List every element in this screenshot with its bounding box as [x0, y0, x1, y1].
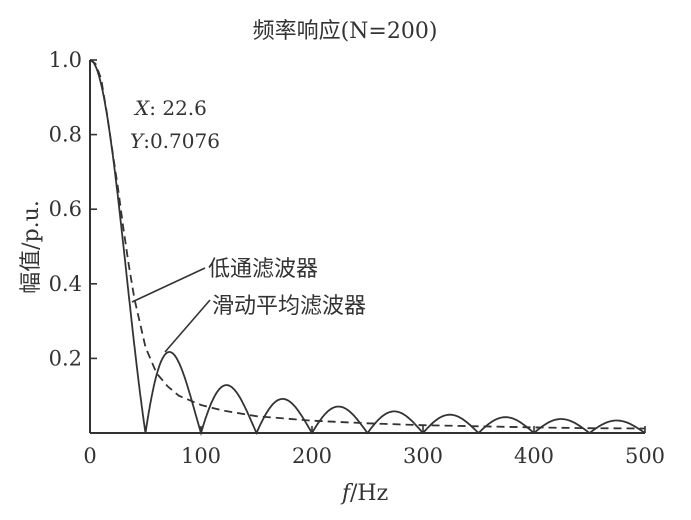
- x-axis-label-unit: /Hz: [350, 481, 388, 506]
- y-tick-label: 0.6: [49, 197, 82, 221]
- x-tick-label: 0: [83, 444, 96, 468]
- y-tick-label: 0.8: [49, 123, 82, 147]
- leader-moving-average: [164, 299, 211, 353]
- series-moving-average-line: [89, 59, 646, 436]
- legend-label-lowpass: 低通滤波器: [208, 257, 318, 282]
- annotation-x: X: 22.6: [133, 96, 207, 120]
- annotation-y-value: :0.7076: [143, 129, 220, 153]
- y-tick-label: 0.2: [49, 346, 82, 370]
- x-tick-label: 200: [292, 444, 332, 468]
- annotation-x-value: : 22.6: [149, 96, 207, 120]
- x-tick-label: 300: [403, 444, 443, 468]
- x-tick-label: 400: [514, 444, 554, 468]
- x-tick-label: 500: [625, 444, 665, 468]
- series-group: [89, 59, 646, 436]
- chart-title: 频率响应(N=200): [253, 19, 438, 44]
- x-axis-label: f/Hz: [340, 481, 388, 506]
- y-tick-label: 0.4: [49, 272, 82, 296]
- legend-label-moving-average: 滑动平均滤波器: [212, 294, 366, 319]
- annotation-y-label: Y: [130, 129, 145, 153]
- annotation-y: Y:0.7076: [130, 129, 220, 153]
- y-ticks: 0.2 0.4 0.6 0.8 1.0: [49, 48, 97, 370]
- x-tick-label: 100: [181, 444, 221, 468]
- series-lowpass-line: [89, 59, 646, 430]
- leader-lowpass: [131, 267, 206, 303]
- annotation-x-label: X: [133, 96, 150, 120]
- x-ticks: 0 100 200 300 400 500: [83, 426, 665, 468]
- y-tick-label: 1.0: [49, 48, 82, 72]
- y-axis-label: 幅值/p.u.: [19, 200, 44, 294]
